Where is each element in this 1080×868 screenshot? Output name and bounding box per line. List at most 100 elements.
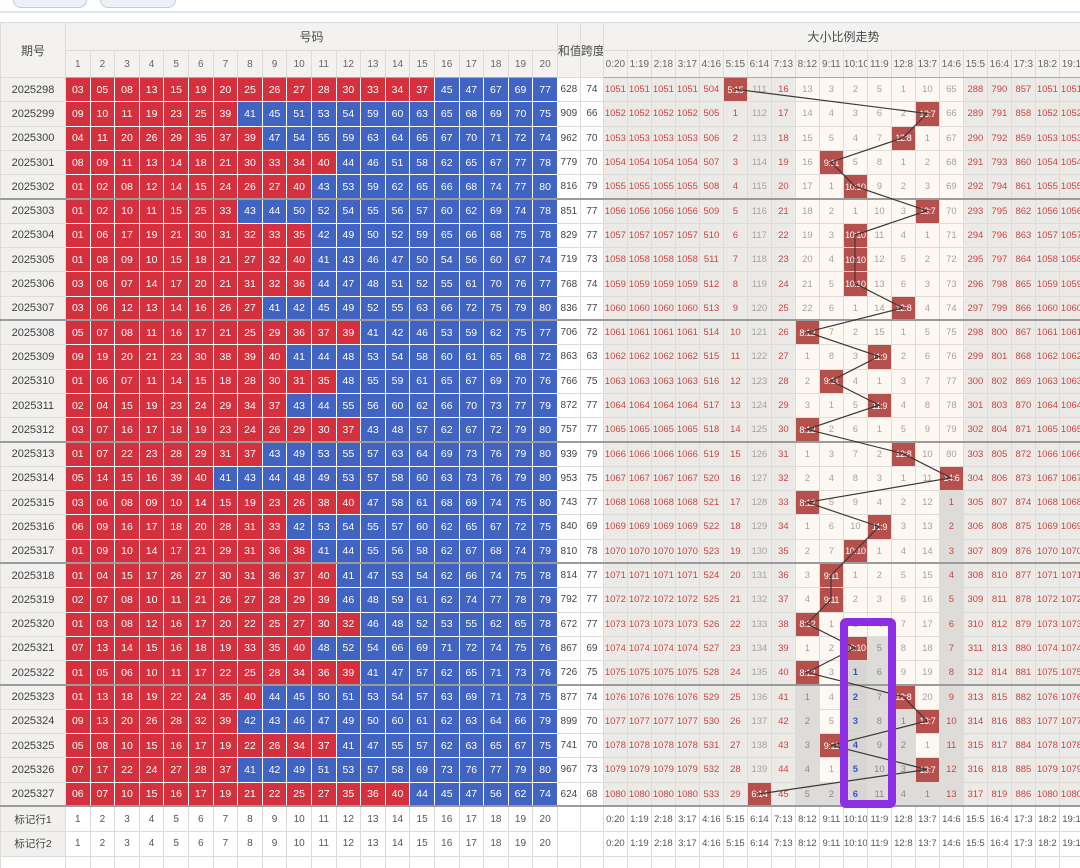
trend-cell: 11 bbox=[938, 733, 964, 759]
table-row: 2025322 01 05 06 10 11 17 22 25 28 34 36 39 41 47 57 62 6… bbox=[0, 660, 1080, 686]
table-row: 2025324 09 13 20 26 28 32 39 42 43 46 47 49 50 60 61 62 6… bbox=[0, 708, 1080, 735]
trend-cell: 296 bbox=[962, 271, 988, 297]
number-cell: 56 bbox=[483, 781, 509, 807]
number-cell: 58 bbox=[384, 490, 411, 516]
number-cell: 07 bbox=[65, 635, 91, 662]
trend-cell: 512 bbox=[698, 271, 724, 297]
number-cell: 47 bbox=[310, 708, 337, 735]
trend-cell: 1075 bbox=[650, 660, 676, 686]
number-cell: 25 bbox=[286, 781, 312, 807]
trend-cell: 1054 bbox=[650, 149, 676, 176]
trend-cell: 1 bbox=[914, 781, 940, 807]
trend-cell: 527 bbox=[698, 635, 724, 662]
number-cell: 14 bbox=[114, 635, 140, 662]
trend-cell: 2 bbox=[890, 174, 916, 200]
number-cell: 09 bbox=[89, 514, 116, 540]
toolbar-button-1[interactable] bbox=[13, 0, 87, 8]
trend-hit-cell: 12:8 bbox=[890, 684, 916, 710]
number-cell: 17 bbox=[163, 271, 189, 297]
trend-cell: 13 bbox=[866, 271, 892, 297]
number-cell: 66 bbox=[458, 222, 485, 249]
trend-cell: 2 bbox=[794, 368, 820, 394]
number-cell: 51 bbox=[384, 149, 411, 176]
trend-cell: 1052 bbox=[1058, 101, 1080, 127]
sum-cell: 706 bbox=[556, 319, 581, 346]
trend-cell: 17 bbox=[914, 611, 940, 637]
span-cell: 77 bbox=[579, 490, 604, 516]
toolbar-button-2[interactable] bbox=[100, 0, 176, 8]
trend-cell: 298 bbox=[962, 319, 988, 346]
number-cell: 76 bbox=[507, 271, 534, 297]
sum-cell: 741 bbox=[556, 733, 581, 759]
table-row: 2025327 06 07 10 15 16 17 19 21 22 25 27 35 36 40 44 45 4… bbox=[0, 781, 1080, 807]
marker-ratio-cell: 14:6 bbox=[938, 805, 964, 832]
number-cell: 74 bbox=[532, 125, 558, 151]
trend-cell: 808 bbox=[986, 514, 1012, 540]
trend-cell: 801 bbox=[986, 344, 1012, 370]
trend-cell: 6 bbox=[890, 271, 916, 297]
number-cell: 77 bbox=[532, 319, 558, 346]
marker-number-cell: 14 bbox=[384, 805, 411, 832]
number-cell: 40 bbox=[237, 684, 263, 710]
trend-cell: 8 bbox=[890, 635, 916, 662]
number-cell: 12 bbox=[138, 611, 165, 637]
number-cell: 75 bbox=[532, 514, 558, 540]
trend-cell: 1056 bbox=[674, 198, 700, 224]
number-cell: 65 bbox=[483, 733, 509, 759]
number-cell: 69 bbox=[483, 198, 509, 224]
trend-cell: 117 bbox=[746, 222, 772, 249]
number-cell: 28 bbox=[212, 514, 239, 540]
number-cell: 79 bbox=[532, 708, 558, 735]
trend-cell: 1055 bbox=[1058, 174, 1080, 200]
number-cell: 50 bbox=[360, 708, 386, 735]
trend-cell: 17 bbox=[722, 490, 748, 516]
trend-cell: 1077 bbox=[650, 708, 676, 735]
trend-cell: 3 bbox=[794, 392, 820, 419]
marker-ratio-cell: 12:8 bbox=[890, 830, 916, 857]
trend-cell: 4 bbox=[818, 465, 844, 492]
number-cell: 74 bbox=[483, 562, 509, 589]
trend-cell: 1066 bbox=[650, 441, 676, 467]
trend-cell: 20 bbox=[722, 562, 748, 589]
period-cell: 2025300 bbox=[0, 125, 66, 151]
trend-cell: 297 bbox=[962, 295, 988, 322]
trend-cell: 311 bbox=[962, 635, 988, 662]
trend-cell: 10 bbox=[914, 441, 940, 467]
marker-ratio-cell: 1:19 bbox=[626, 805, 652, 832]
trend-hit-cell: 11:9 bbox=[866, 344, 892, 370]
number-cell: 39 bbox=[335, 660, 362, 686]
trend-hit-cell: 10:10 bbox=[842, 635, 868, 662]
number-cell: 14 bbox=[163, 149, 189, 176]
trend-cell: 29 bbox=[770, 392, 796, 419]
number-cell: 26 bbox=[261, 733, 288, 759]
number-cell: 33 bbox=[360, 76, 386, 103]
trend-cell: 12 bbox=[914, 490, 940, 516]
marker-number-cell: 13 bbox=[360, 805, 386, 832]
number-column-header: 14 bbox=[384, 50, 411, 78]
trend-cell: 24 bbox=[770, 271, 796, 297]
number-cell: 45 bbox=[286, 684, 312, 710]
ratio-column-header: 8:12 bbox=[794, 50, 820, 78]
number-cell: 25 bbox=[187, 101, 214, 127]
period-cell: 2025313 bbox=[0, 441, 66, 467]
trend-cell: 523 bbox=[698, 538, 724, 565]
number-cell: 06 bbox=[89, 490, 116, 516]
number-cell: 06 bbox=[89, 271, 116, 297]
trend-hit-cell: 10:10 bbox=[842, 538, 868, 565]
number-cell: 15 bbox=[114, 392, 140, 419]
trend-cell: 1052 bbox=[626, 101, 652, 127]
number-cell: 42 bbox=[237, 708, 263, 735]
number-cell: 53 bbox=[433, 611, 460, 637]
trend-cell: 530 bbox=[698, 708, 724, 735]
trend-hit-cell: 12:8 bbox=[890, 125, 916, 151]
number-cell: 23 bbox=[163, 101, 189, 127]
trend-cell: 19 bbox=[914, 660, 940, 686]
number-cell: 79 bbox=[532, 392, 558, 419]
number-cell: 69 bbox=[409, 757, 435, 783]
trend-cell: 10 bbox=[866, 757, 892, 783]
trend-cell: 125 bbox=[746, 417, 772, 443]
number-cell: 43 bbox=[286, 392, 312, 419]
trend-cell: 4 bbox=[890, 222, 916, 249]
number-cell: 61 bbox=[409, 368, 435, 394]
trend-cell: 1056 bbox=[626, 198, 652, 224]
